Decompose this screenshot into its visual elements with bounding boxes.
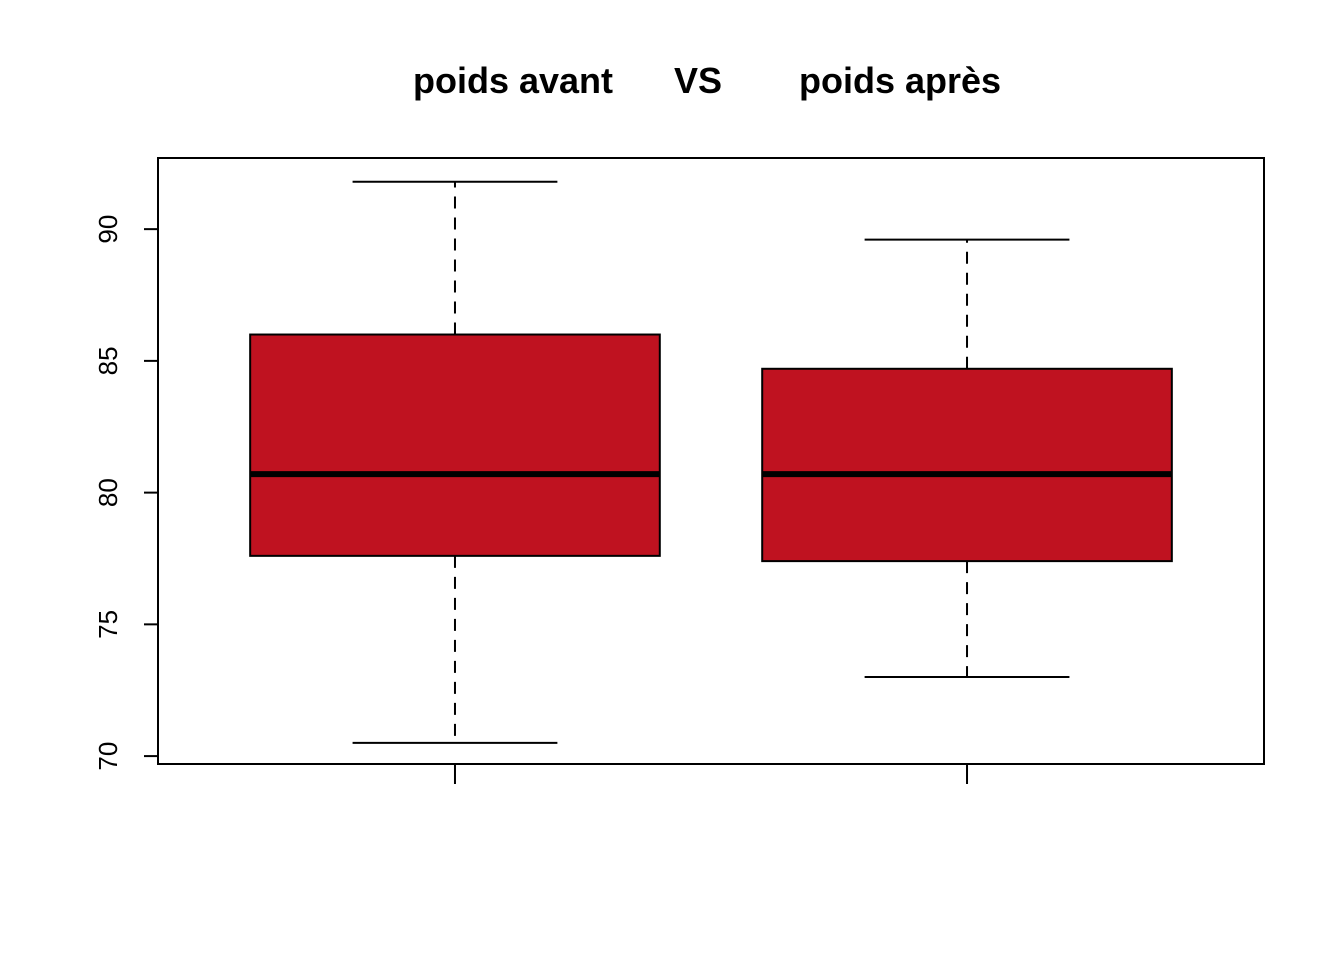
y-tick-label-2: 80: [93, 478, 123, 507]
box-1: [249, 180, 661, 744]
y-tick-label-0: 70: [93, 742, 123, 771]
y-tick-label-3: 85: [93, 346, 123, 375]
chart-title: poids avant VS poids après: [413, 60, 1001, 101]
box-group: [249, 180, 1173, 744]
iqr-box: [761, 367, 1173, 563]
x-axis: [453, 764, 969, 784]
iqr-box: [249, 333, 661, 557]
y-tick-label-1: 75: [93, 610, 123, 639]
title-part-2: VS: [674, 60, 722, 101]
y-tick-label-4: 90: [93, 215, 123, 244]
title-part-1: poids avant: [413, 60, 613, 101]
title-part-3: poids après: [799, 60, 1001, 101]
box-2: [761, 238, 1173, 679]
y-axis: 70 75 80 85 90: [93, 215, 159, 771]
